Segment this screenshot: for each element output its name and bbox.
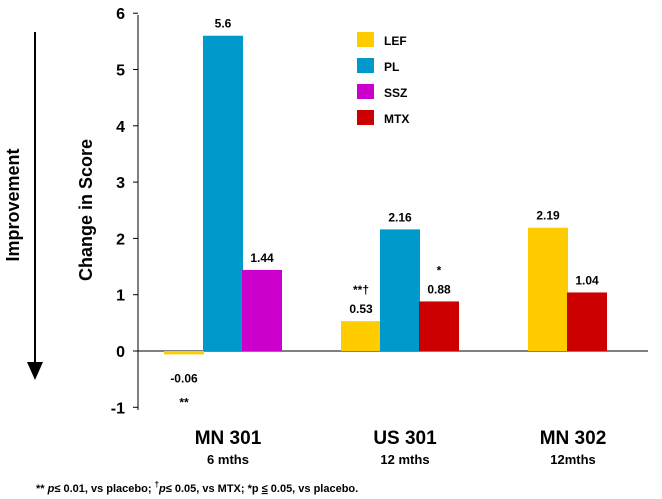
- footnote-text-1: 0.01, vs placebo;: [60, 483, 154, 495]
- improvement-arrow-head: [27, 362, 43, 380]
- legend-label: SSZ: [384, 86, 407, 100]
- bar-ssz: [242, 269, 282, 351]
- footnote-p1: p: [47, 483, 55, 495]
- legend-swatch-lef: [357, 32, 374, 47]
- footnote-text-3: 0.05, vs placebo.: [268, 483, 359, 495]
- data-label: 5.6: [215, 17, 232, 31]
- significance-note: *: [437, 263, 442, 277]
- bar-lef: [341, 321, 381, 351]
- data-label: 1.44: [250, 251, 274, 265]
- y-tick-label: 6: [116, 6, 125, 23]
- data-label: 2.19: [536, 209, 560, 223]
- y-tick-label: 0: [116, 344, 125, 361]
- data-label: 1.04: [575, 273, 599, 287]
- bar-lef: [528, 227, 568, 351]
- legend-swatch-pl: [357, 58, 374, 73]
- data-label: 0.88: [427, 282, 451, 296]
- legend-label: LEF: [384, 34, 407, 48]
- footnote-dagger: †: [155, 480, 159, 489]
- bar-pl: [380, 229, 420, 351]
- y-tick-label: -1: [111, 400, 125, 417]
- bar-lef: [164, 351, 204, 355]
- data-label: 0.53: [349, 302, 373, 316]
- data-label: -0.06: [170, 371, 198, 385]
- significance-note: **†: [353, 283, 369, 297]
- bar-mtx: [567, 292, 607, 351]
- group-label: US 301: [373, 428, 437, 449]
- improvement-label: Improvement: [3, 148, 23, 261]
- legend-swatch-ssz: [357, 84, 374, 99]
- group-sublabel: 6 mths: [207, 452, 249, 467]
- y-tick-label: 3: [116, 175, 125, 192]
- legend-label: MTX: [384, 112, 409, 126]
- group-sublabel: 12mths: [550, 452, 596, 467]
- footnote-leq-3: ≤: [262, 483, 268, 495]
- y-tick-label: 5: [116, 63, 125, 80]
- bar-pl: [203, 35, 243, 351]
- bar-mtx: [419, 301, 459, 351]
- y-tick-label: 2: [116, 231, 125, 248]
- footnote-leq-1: ≤: [54, 483, 60, 495]
- footnote: ** p≤ 0.01, vs placebo; †p≤ 0.05, vs MTX…: [36, 480, 358, 495]
- group-sublabel: 12 mths: [380, 452, 429, 467]
- footnote-stars: **: [36, 483, 48, 495]
- group-label: MN 301: [195, 428, 262, 449]
- footnote-p2: p: [158, 483, 166, 495]
- y-tick-label: 1: [116, 288, 125, 305]
- y-tick-label: 4: [116, 119, 125, 136]
- footnote-leq-2: ≤: [166, 483, 172, 495]
- significance-note: **: [179, 395, 189, 409]
- group-label: MN 302: [540, 428, 607, 449]
- legend-label: PL: [384, 60, 399, 74]
- legend-swatch-mtx: [357, 110, 374, 125]
- data-label: 2.16: [388, 210, 412, 224]
- y-axis-label: Change in Score: [76, 139, 96, 281]
- footnote-text-2: 0.05, vs MTX; *p: [172, 483, 262, 495]
